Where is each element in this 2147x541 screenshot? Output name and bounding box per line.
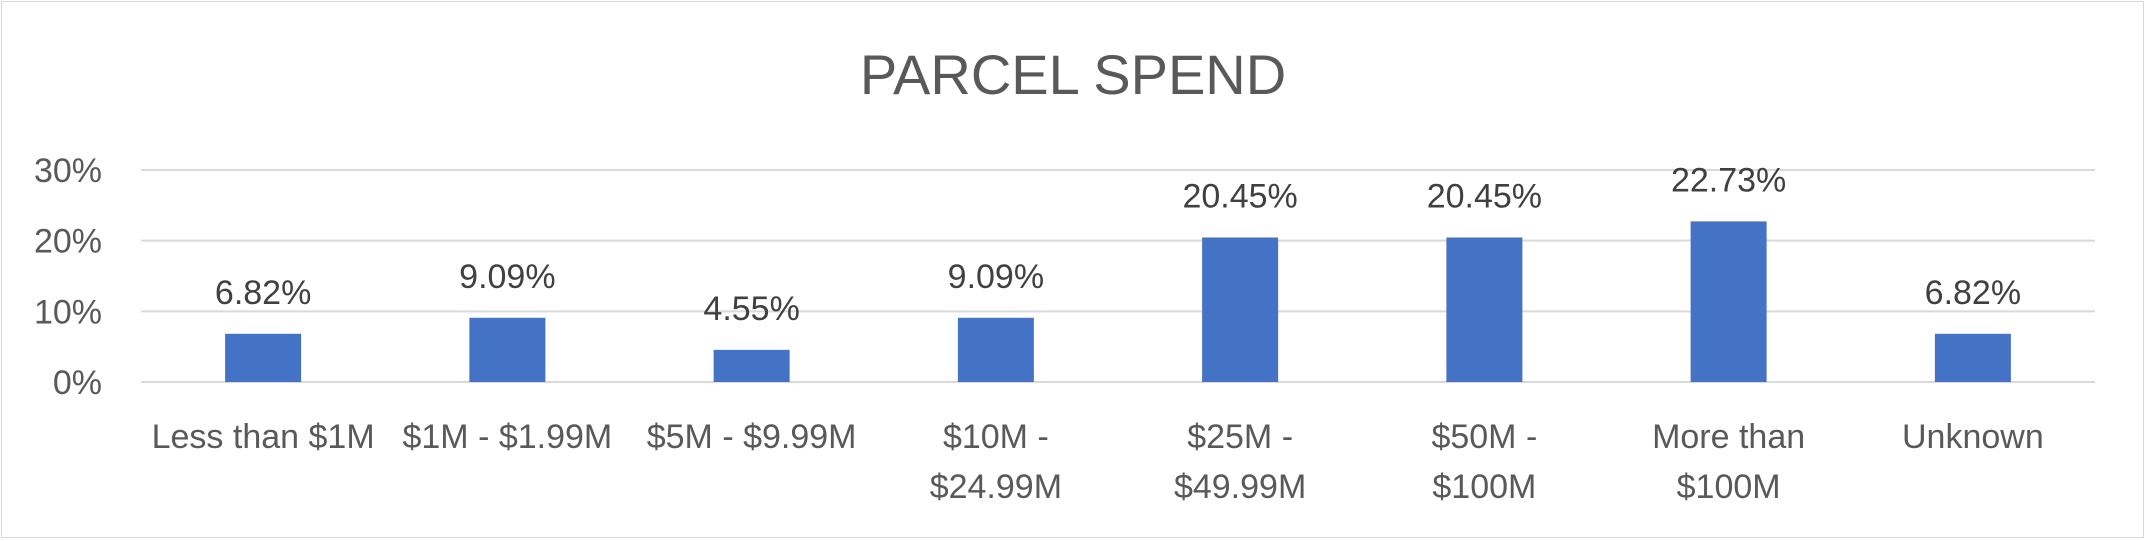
bars xyxy=(225,221,2011,382)
bar xyxy=(1934,333,2011,382)
bar xyxy=(1202,237,1279,382)
data-label: 6.82% xyxy=(1925,274,2021,312)
data-label: 9.09% xyxy=(948,258,1044,296)
category-label: $1M - $1.99M xyxy=(402,418,612,456)
category-label: $50M -$100M xyxy=(1431,418,1537,506)
x-axis-categories: Less than $1M $1M - $1.99M $5M - $9.99M $10… xyxy=(152,418,2044,506)
category-label: $5M - $9.99M xyxy=(647,418,857,456)
data-label: 9.09% xyxy=(459,258,555,296)
category-label: $10M -$24.99M xyxy=(930,418,1062,506)
data-label: 6.82% xyxy=(215,274,311,312)
bar xyxy=(957,317,1034,382)
bar xyxy=(1446,237,1523,382)
chart-title: PARCEL SPEND xyxy=(860,43,1286,106)
y-tick-label: 0% xyxy=(53,364,102,402)
data-label: 20.45% xyxy=(1427,177,1542,215)
bar xyxy=(713,349,790,382)
bar xyxy=(225,333,302,382)
data-label: 20.45% xyxy=(1182,177,1297,215)
data-labels: 6.82% 9.09% 4.55% 9.09% 20.45% 20.45% 22.73% 6.… xyxy=(215,161,2021,327)
gridlines xyxy=(141,169,2095,383)
y-axis-ticks: 0% 10% 20% 30% xyxy=(34,152,102,402)
y-tick-label: 20% xyxy=(34,223,102,261)
bar xyxy=(469,317,546,382)
category-label: Unknown xyxy=(1902,418,2044,456)
category-label: Less than $1M xyxy=(152,418,375,456)
data-label: 22.73% xyxy=(1671,161,1786,199)
category-label: More than $100M xyxy=(1652,418,1805,506)
data-label: 4.55% xyxy=(703,290,799,328)
bar xyxy=(1690,221,1767,382)
y-tick-label: 30% xyxy=(34,152,102,190)
y-tick-label: 10% xyxy=(34,293,102,331)
category-label: $25M -$49.99M xyxy=(1174,418,1306,506)
